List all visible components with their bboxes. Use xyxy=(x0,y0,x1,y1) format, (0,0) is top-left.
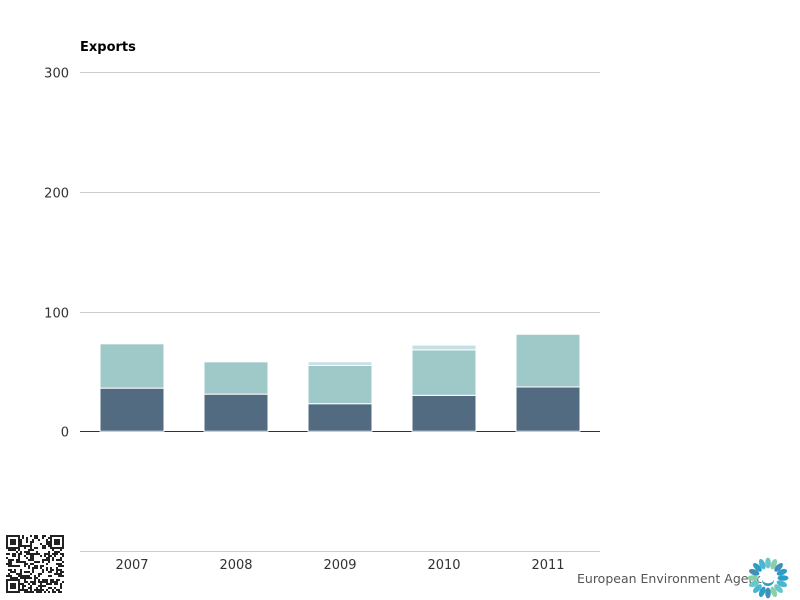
bar-segment xyxy=(307,403,373,432)
x-tick-label: 2008 xyxy=(219,558,252,573)
bar-segment xyxy=(515,386,581,432)
bar-segment xyxy=(203,361,269,395)
bar-segment xyxy=(203,393,269,432)
x-tick-label: 2010 xyxy=(427,558,460,573)
y-tick-label: 100 xyxy=(44,307,69,322)
bar-segment xyxy=(411,394,477,432)
y-tick-label: 0 xyxy=(61,426,69,441)
bars xyxy=(99,333,581,432)
x-tick-label: 2007 xyxy=(115,558,148,573)
x-axis-ticks: 2007 2008 2009 2010 2011 xyxy=(115,558,564,573)
eea-logo: European Environment Agency xyxy=(575,556,795,600)
eea-sun-logo-icon xyxy=(747,557,789,599)
y-tick-label: 200 xyxy=(44,187,69,202)
bar-segment xyxy=(515,333,581,388)
qr-code-icon xyxy=(6,535,64,593)
y-axis-ticks: 0 100 200 300 xyxy=(44,67,69,441)
brand-name: European Environment Agency xyxy=(577,571,771,586)
bar-segment xyxy=(99,343,165,389)
y-tick-label: 300 xyxy=(44,67,69,82)
x-tick-label: 2011 xyxy=(531,558,564,573)
bar-segment xyxy=(411,344,477,351)
chart-title: Exports xyxy=(80,40,136,55)
bar-segment xyxy=(307,361,373,366)
bar-segment xyxy=(307,364,373,405)
bar-segment xyxy=(99,387,165,432)
gridlines xyxy=(80,72,600,552)
x-tick-label: 2009 xyxy=(323,558,356,573)
bar-segment xyxy=(411,349,477,396)
